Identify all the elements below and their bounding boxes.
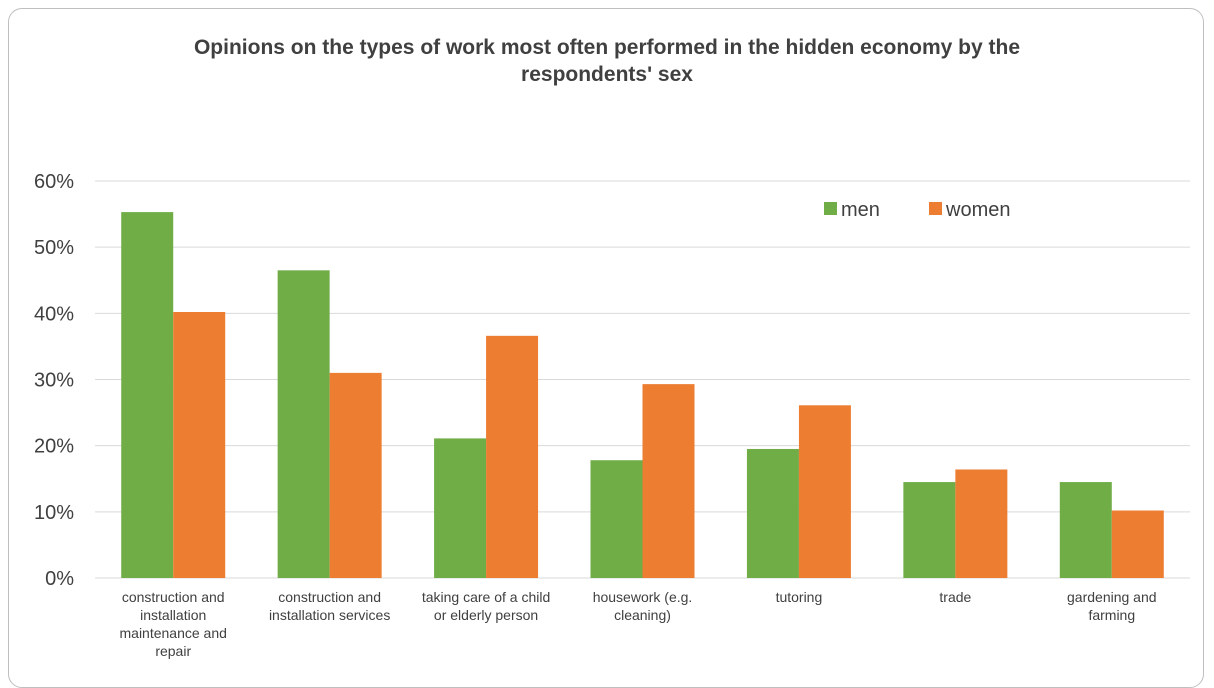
y-tick-label: 30%	[34, 370, 74, 392]
bar-women	[329, 372, 382, 578]
bar-chart: 0% 10% 20% 30% 40% 50% 60% construction and inst…	[34, 171, 1190, 659]
bar-women	[1111, 510, 1164, 578]
x-tick-label: trade	[939, 589, 971, 605]
bar-men	[903, 482, 956, 578]
y-tick-label: 40%	[34, 303, 74, 325]
bar-men	[746, 448, 799, 578]
bar-women	[642, 384, 695, 578]
x-tick-label: housework (e.g.	[593, 589, 693, 605]
y-tick-label: 60%	[34, 171, 74, 193]
bar-men	[1059, 482, 1112, 578]
bar-men	[590, 460, 643, 578]
x-tick-label: construction and	[122, 589, 225, 605]
x-tick-label: cleaning)	[614, 607, 671, 623]
chart-title: Opinions on the types of work most often…	[193, 36, 1021, 86]
x-tick-label: maintenance and	[120, 625, 227, 641]
legend-swatch-women	[929, 202, 942, 215]
bar-women	[173, 312, 226, 578]
legend-label-men: men	[841, 199, 880, 221]
bar-women	[798, 405, 851, 578]
y-tick-label: 50%	[34, 237, 74, 259]
bar-women	[486, 335, 539, 578]
x-tick-label: construction and	[278, 589, 381, 605]
bar-men	[434, 438, 487, 578]
x-tick-label: installation services	[269, 607, 390, 623]
y-tick-label: 0%	[45, 568, 74, 590]
y-tick-label: 20%	[34, 436, 74, 458]
bar-men	[121, 212, 174, 578]
x-tick-label: repair	[155, 643, 191, 659]
legend-swatch-men	[824, 202, 837, 215]
x-tick-label: or elderly person	[434, 607, 538, 623]
x-tick-label: installation	[140, 607, 206, 623]
x-tick-label: tutoring	[776, 589, 823, 605]
x-tick-label: gardening and	[1067, 589, 1157, 605]
x-tick-label: taking care of a child	[422, 589, 550, 605]
bar-women	[955, 469, 1008, 578]
x-tick-label: farming	[1088, 607, 1135, 623]
bar-men	[277, 270, 330, 578]
legend-label-women: women	[945, 199, 1010, 221]
y-tick-label: 10%	[34, 502, 74, 524]
